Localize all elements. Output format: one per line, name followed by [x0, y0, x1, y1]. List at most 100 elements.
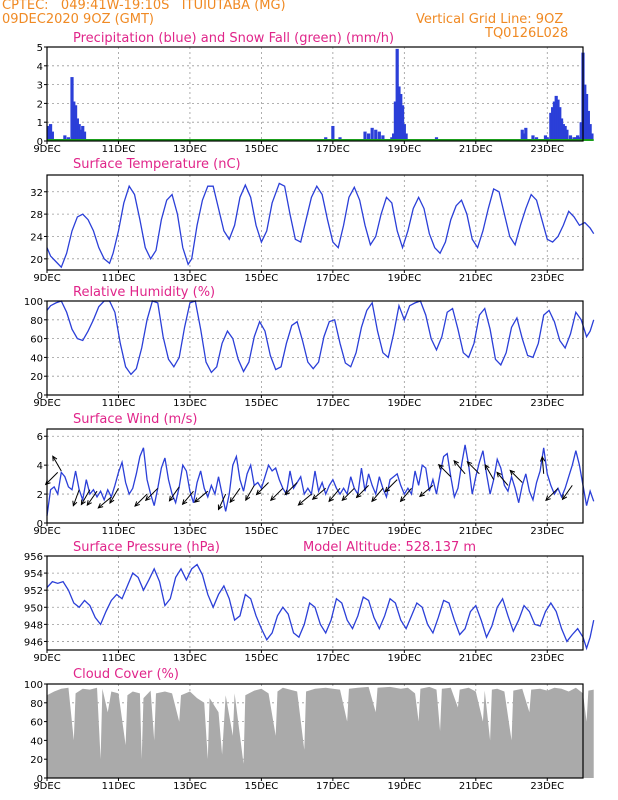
x-tick-label: 9DEC — [33, 781, 60, 792]
wind-arrow-shaft — [312, 487, 327, 500]
header-grid-line: Vertical Grid Line: 9OZ — [416, 12, 564, 27]
precipitation-bar — [554, 95, 558, 141]
wind-vector-arrow — [72, 489, 80, 507]
precip-panel: 0 1 2 3 4 5 9DEC 11DEC 13DEC 15DEC 17DEC 19DEC 21DEC… — [33, 31, 594, 155]
precipitation-bar — [568, 135, 573, 141]
x-tick-label: 11DEC — [102, 144, 136, 155]
wind-arrow-head — [193, 497, 200, 503]
wind-arrow-shaft — [80, 489, 91, 505]
x-tick-label: 9DEC — [33, 273, 60, 284]
wind-arrow-shaft — [97, 496, 112, 509]
precipitation-bar — [377, 131, 381, 141]
x-tick-label: 11DEC — [102, 781, 136, 792]
precipitation-bar — [576, 135, 580, 141]
precipitation-bar — [543, 135, 548, 141]
precipitation-bar — [556, 99, 560, 141]
wind-arrow-head — [341, 495, 348, 502]
precipitation-bar — [565, 129, 569, 141]
precipitation-bar — [404, 133, 408, 141]
wind-vector-arrow — [270, 487, 284, 502]
precipitation-bar — [48, 124, 53, 141]
wind-arrow-shaft — [169, 486, 180, 502]
wind-vector-arrow — [134, 493, 148, 507]
wind-arrow-shaft — [545, 487, 559, 501]
wind-arrow-shaft — [218, 493, 227, 510]
wind-arrow-head — [181, 499, 188, 506]
x-tick-label: 13DEC — [173, 781, 207, 792]
y-tick-label: 950 — [24, 603, 43, 614]
wind-arrow-shaft — [109, 488, 119, 504]
temperature-frame — [46, 174, 584, 271]
pressure-panel: 946 948 950 952 954 956 9DEC 11DEC 13DEC 15DEC 17D… — [24, 540, 595, 664]
y-tick-label: 954 — [24, 569, 43, 580]
x-tick-label: 15DEC — [245, 273, 279, 284]
wind-arrow-head — [509, 469, 516, 476]
wind-arrow-shaft — [496, 472, 509, 486]
wind-arrow-head — [419, 491, 425, 498]
wind-arrow-head — [245, 495, 251, 502]
wind-vector-arrow — [328, 487, 341, 503]
precipitation-bar — [561, 124, 565, 141]
wind-arrow-head — [539, 455, 546, 462]
humidity-panel: 0 20 40 60 80 100 9DEC 11DEC 13DEC 15DEC 17DEC 19DE… — [24, 285, 595, 409]
wind-arrow-head — [86, 500, 92, 507]
precipitation-bar — [522, 133, 526, 141]
precipitation-bar — [47, 125, 51, 141]
wind-arrow-head — [144, 495, 151, 502]
y-tick-label: 946 — [24, 637, 43, 648]
temperature-title: Surface Temperature (nC) — [73, 157, 241, 172]
wind-arrow-shaft — [284, 482, 298, 495]
x-tick-label: 19DEC — [387, 781, 421, 792]
wind-vector-arrow — [371, 487, 384, 503]
precipitation-bar — [395, 48, 399, 141]
y-tick-label: 948 — [24, 620, 43, 631]
wind-arrow-head — [466, 460, 473, 467]
precipitation-bar — [531, 135, 535, 141]
y-tick-label: 80 — [30, 699, 43, 710]
x-tick-label: 13DEC — [173, 144, 207, 155]
wind-vector-arrow — [419, 485, 434, 498]
wind-vector-arrow — [311, 487, 327, 500]
x-tick-label: 15DEC — [245, 144, 279, 155]
x-tick-label: 11DEC — [102, 273, 136, 284]
x-tick-label: 19DEC — [387, 273, 421, 284]
x-tick-label: 19DEC — [387, 526, 421, 537]
pressure-title: Surface Pressure (hPa) — [73, 540, 220, 555]
y-tick-label: 100 — [24, 297, 43, 308]
wind-arrow-head — [255, 489, 262, 496]
y-tick-label: 4 — [37, 62, 43, 73]
wind-arrow-head — [384, 486, 391, 493]
temperature-series-line — [46, 182, 595, 269]
precipitation-bar — [77, 124, 81, 141]
wind-frame — [46, 428, 584, 524]
wind-vector-arrow — [384, 479, 398, 493]
x-tick-label: 17DEC — [316, 526, 350, 537]
wind-vector-arrow — [355, 485, 369, 499]
wind-vector-arrow — [399, 487, 412, 503]
wind-arrow-shaft — [86, 490, 98, 506]
x-tick-label: 9DEC — [33, 653, 60, 664]
x-tick-label: 23DEC — [530, 398, 564, 409]
y-tick-label: 4 — [37, 461, 43, 472]
wind-vector-arrow — [341, 487, 355, 502]
wind-vector-arrow — [297, 493, 312, 506]
wind-arrow-head — [437, 463, 444, 470]
precipitation-bar — [381, 135, 385, 141]
y-tick-label: 60 — [30, 335, 43, 346]
x-tick-label: 11DEC — [102, 398, 136, 409]
y-tick-label: 5 — [37, 43, 43, 54]
wind-arrow-shaft — [562, 485, 573, 500]
wind-arrow-shaft — [270, 487, 284, 501]
humidity-series-line — [46, 300, 595, 376]
wind-arrow-shaft — [194, 490, 209, 503]
precipitation-bar — [402, 124, 406, 141]
wind-arrow-head — [80, 499, 86, 506]
wind-arrow-head — [297, 500, 304, 506]
precipitation-bar — [588, 124, 592, 141]
y-tick-label: 6 — [37, 432, 43, 443]
wind-vector-arrow — [484, 463, 495, 480]
x-tick-label: 17DEC — [316, 653, 350, 664]
wind-arrow-shaft — [328, 487, 341, 502]
wind-arrow-shaft — [438, 464, 452, 478]
